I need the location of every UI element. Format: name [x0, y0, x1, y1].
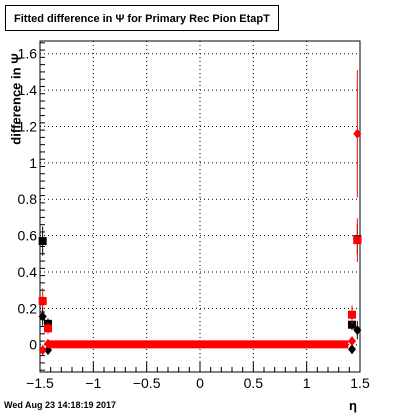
data-marks [38, 70, 362, 356]
data-point [155, 340, 162, 349]
y-tick-label: 0.4 [18, 264, 38, 280]
data-point [348, 336, 356, 347]
data-point [256, 340, 263, 349]
data-point [230, 340, 237, 349]
data-point [315, 340, 322, 349]
data-point [272, 340, 279, 349]
data-point [128, 340, 135, 349]
data-point [283, 340, 290, 349]
data-point [348, 344, 356, 355]
data-point [219, 340, 226, 349]
data-point [182, 340, 189, 349]
x-axis-label: η [349, 398, 357, 413]
y-tick-label: 1.2 [18, 118, 38, 134]
data-point [102, 340, 109, 349]
data-point [320, 340, 327, 349]
data-point [240, 340, 247, 349]
data-point [235, 340, 242, 349]
data-point [96, 340, 103, 349]
y-axis-label: difference in Ψ [8, 53, 24, 145]
x-tick-label: 0 [196, 375, 204, 391]
x-tick-label: −1 [85, 375, 101, 391]
data-point [331, 340, 338, 349]
data-point [139, 340, 146, 349]
data-point [342, 340, 349, 349]
data-point [48, 340, 55, 349]
footer-date: Wed Aug 23 14:18:19 2017 [4, 400, 117, 410]
data-point [144, 340, 151, 349]
chart-title: Fitted difference in Ψ for Primary Rec P… [5, 5, 279, 31]
data-point [112, 340, 119, 349]
data-point [203, 340, 210, 349]
data-point [262, 340, 269, 349]
data-point [86, 340, 93, 349]
data-point [64, 340, 71, 349]
y-tick-label: 0 [29, 337, 37, 353]
data-point [208, 340, 215, 349]
data-point [294, 340, 301, 349]
data-point [38, 237, 47, 246]
axes: −1.5 −1 −0.5 0 0.5 1 1.5 0 0.2 0.4 0.6 0.8 1 1.2 1.4 1.… [18, 40, 370, 391]
data-point [38, 297, 47, 306]
data-point [38, 345, 47, 356]
data-point [336, 340, 343, 349]
data-point [91, 340, 98, 349]
x-tick-label: 1.5 [350, 375, 370, 391]
data-point [187, 340, 194, 349]
data-point [214, 340, 221, 349]
data-point [54, 340, 61, 349]
data-point [310, 340, 317, 349]
data-point [134, 340, 141, 349]
data-point [348, 320, 356, 329]
data-point [166, 340, 173, 349]
data-point [326, 340, 333, 349]
x-tick-label: −0.5 [133, 375, 161, 391]
data-point [38, 311, 47, 322]
y-axis-label-wrap: difference in Ψ [2, 44, 30, 154]
data-point [304, 340, 311, 349]
data-point [288, 340, 295, 349]
data-point [123, 340, 130, 349]
data-point [44, 324, 52, 333]
y-tick-label: 1.6 [18, 46, 38, 62]
data-point [59, 340, 66, 349]
y-tick-label: 0.2 [18, 300, 38, 316]
data-point [80, 340, 87, 349]
x-tick-label: 0.5 [244, 375, 264, 391]
y-tick-label: 0.8 [18, 191, 38, 207]
data-point [118, 340, 125, 349]
data-point [353, 128, 362, 139]
y-tick-label: 1.4 [18, 82, 38, 98]
data-point [171, 340, 178, 349]
data-point [176, 340, 183, 349]
y-tick-label: 0.6 [18, 228, 38, 244]
data-point [150, 340, 157, 349]
data-point [299, 340, 306, 349]
data-point [192, 340, 199, 349]
plot-frame [39, 40, 361, 373]
data-point [251, 340, 258, 349]
data-point [160, 340, 167, 349]
x-tick-label: 1 [303, 375, 311, 391]
data-point [348, 310, 356, 319]
data-point [267, 340, 274, 349]
data-point [246, 340, 253, 349]
data-point [353, 236, 362, 245]
data-point [198, 340, 205, 349]
data-point [353, 325, 362, 336]
data-point [75, 340, 82, 349]
grid-lines [39, 41, 361, 372]
data-point [70, 340, 77, 349]
data-point [278, 340, 285, 349]
data-point [107, 340, 114, 349]
x-tick-label: −1.5 [26, 375, 54, 391]
data-point [224, 340, 231, 349]
y-tick-label: 1 [29, 155, 37, 171]
